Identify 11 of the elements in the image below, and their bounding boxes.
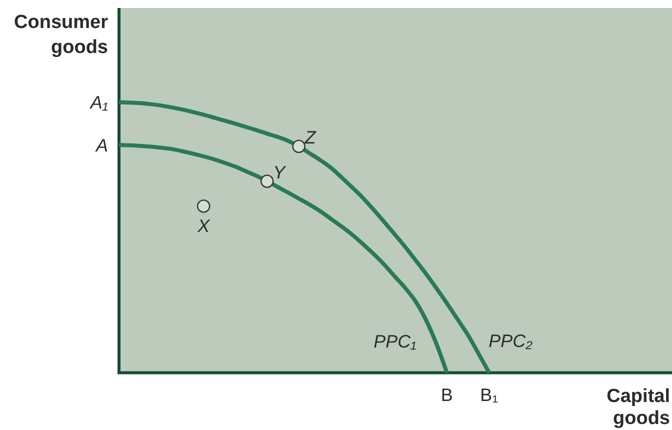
x-tick-label: B xyxy=(440,385,453,405)
text: A₁ xyxy=(89,92,108,113)
series-label: Y xyxy=(273,162,288,182)
x-axis-title: Capital goods xyxy=(606,386,670,429)
series-label: PPC₁ xyxy=(374,331,417,352)
y-axis-title: Consumer goods xyxy=(14,12,109,58)
series-label: X xyxy=(196,216,211,236)
x-tick-label: B₁ xyxy=(480,385,498,405)
series-label: Z xyxy=(304,127,317,148)
text: A xyxy=(94,135,108,156)
series-label: PPC₂ xyxy=(488,330,533,351)
